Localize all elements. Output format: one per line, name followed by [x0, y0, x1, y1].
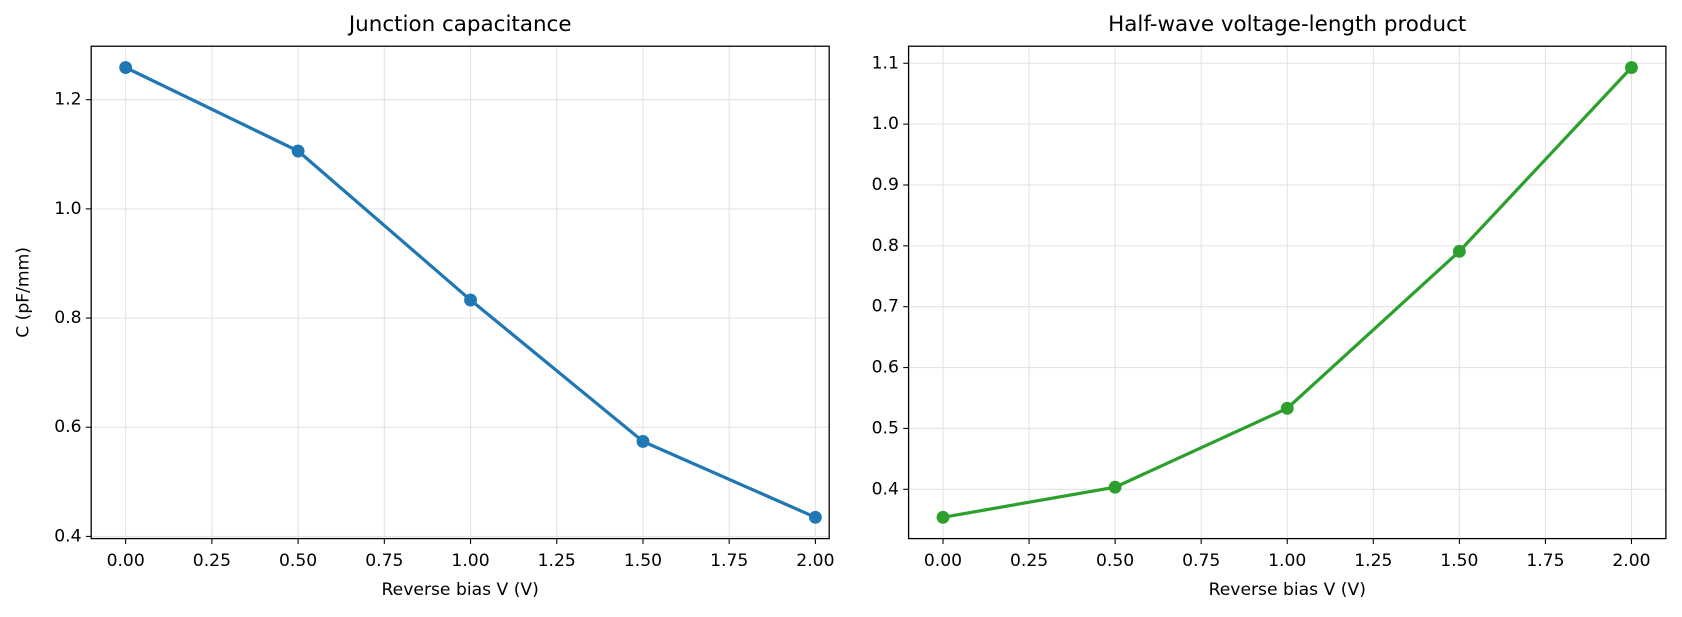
y-tick-label: 0.4 [872, 479, 899, 499]
data-point [1452, 244, 1466, 258]
y-tick-label: 1.0 [54, 199, 81, 219]
axes-frame [907, 45, 1667, 540]
y-tick-label: 1.1 [872, 53, 899, 73]
data-point [464, 293, 477, 307]
chart-title: Half-wave voltage-length product [1108, 12, 1466, 37]
x-tick-label: 1.25 [1354, 551, 1392, 571]
x-tick-label: 0.75 [365, 551, 403, 571]
y-tick-label: 0.6 [54, 417, 81, 437]
x-tick-label: 0.25 [1010, 551, 1048, 571]
x-tick-label: 1.00 [451, 551, 489, 571]
x-tick-label: 0.75 [1182, 551, 1220, 571]
y-tick-label: 0.5 [872, 418, 899, 438]
x-axis-label: Reverse bias V (V) [1209, 580, 1366, 600]
x-tick-label: 0.25 [193, 551, 231, 571]
x-tick-label: 0.00 [107, 551, 145, 571]
chart-title: Junction capacitance [347, 12, 572, 37]
x-tick-label: 1.50 [1440, 551, 1478, 571]
data-point [291, 144, 305, 158]
y-tick-label: 1.2 [54, 90, 81, 110]
data-point [636, 434, 650, 448]
x-tick-label: 2.00 [796, 551, 834, 571]
x-tick-label: 2.00 [1612, 551, 1650, 571]
x-tick-label: 0.50 [279, 551, 317, 571]
data-point [808, 510, 822, 524]
data-point [936, 510, 950, 524]
axes-frame [90, 45, 830, 540]
data-point [1625, 61, 1638, 74]
y-tick-label: 0.8 [54, 308, 81, 328]
x-tick-label: 1.50 [624, 551, 662, 571]
x-tick-label: 1.75 [1526, 551, 1564, 571]
y-axis-label: C (pF/mm) [14, 247, 34, 338]
data-point [119, 61, 133, 74]
x-axis-label: Reverse bias V (V) [382, 580, 539, 600]
x-tick-label: 1.25 [538, 551, 576, 571]
y-tick-label: 1.0 [872, 114, 899, 134]
x-tick-label: 1.00 [1268, 551, 1306, 571]
y-tick-label: 0.9 [872, 175, 899, 195]
y-tick-label: 0.7 [872, 297, 899, 317]
data-point [1280, 401, 1294, 415]
x-tick-label: 1.75 [710, 551, 748, 571]
y-tick-label: 0.6 [872, 358, 899, 378]
data-point [1108, 480, 1122, 494]
y-tick-label: 0.4 [54, 526, 81, 546]
x-tick-label: 0.00 [924, 551, 962, 571]
x-tick-label: 0.50 [1096, 551, 1134, 571]
y-tick-label: 0.8 [872, 236, 899, 256]
